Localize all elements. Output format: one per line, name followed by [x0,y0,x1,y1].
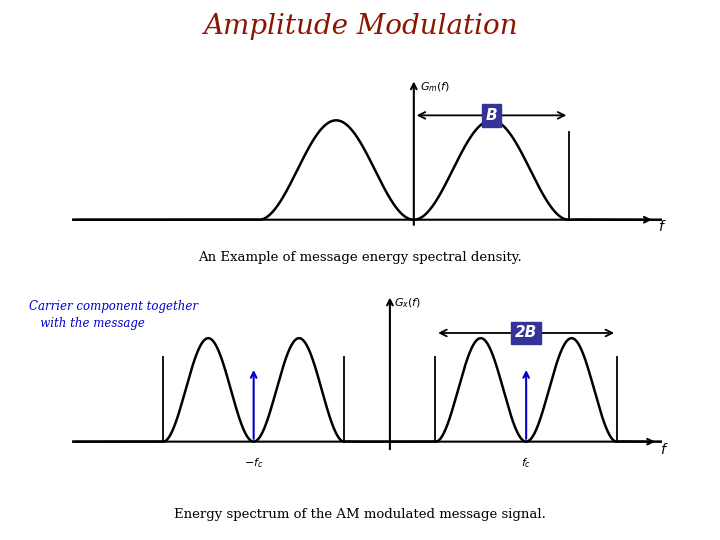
Text: $G_x(f)$: $G_x(f)$ [394,297,420,310]
Text: f: f [658,220,662,234]
Text: $-f_c$: $-f_c$ [244,456,264,470]
Text: 2B: 2B [515,326,537,341]
Text: An Example of message energy spectral density.: An Example of message energy spectral de… [198,251,522,264]
Text: Energy spectrum of the AM modulated message signal.: Energy spectrum of the AM modulated mess… [174,508,546,521]
Text: Amplitude Modulation: Amplitude Modulation [203,14,517,40]
Text: $f_c$: $f_c$ [521,456,531,470]
Text: f: f [660,443,665,457]
Text: B: B [486,108,498,123]
Text: $G_m(f)$: $G_m(f)$ [420,80,450,94]
Text: Carrier component together
   with the message: Carrier component together with the mess… [29,300,198,330]
